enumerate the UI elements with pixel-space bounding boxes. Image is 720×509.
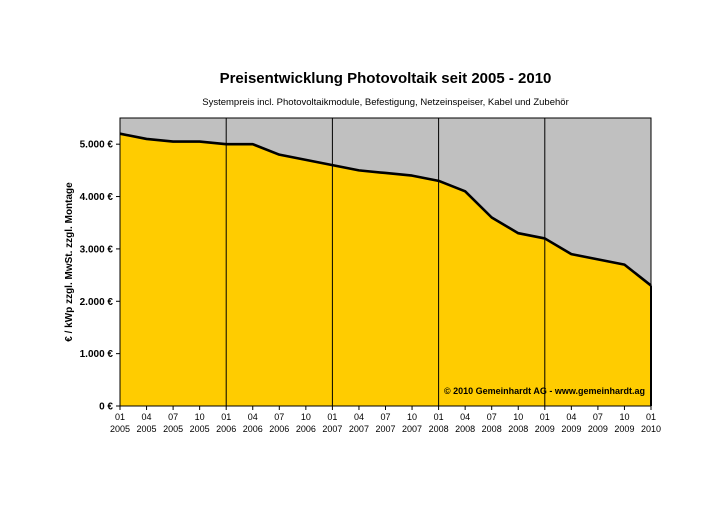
x-tick-label-year: 2009 <box>614 424 634 434</box>
y-axis: 0 € 1.000 € 2.000 € 3.000 € 4.000 € 5.000 € <box>80 140 120 413</box>
x-tick-label-month: 01 <box>646 412 656 422</box>
x-tick-label-month: 07 <box>274 412 284 422</box>
x-tick-label-month: 07 <box>380 412 390 422</box>
x-tick-label-year: 2009 <box>561 424 581 434</box>
x-tick-label-year: 2005 <box>190 424 210 434</box>
x-tick-label-year: 2006 <box>216 424 236 434</box>
y-tick-label: 2.000 € <box>80 297 114 308</box>
x-tick-label-year: 2005 <box>163 424 183 434</box>
y-tick-label: 3.000 € <box>80 244 114 255</box>
x-tick-label-month: 10 <box>513 412 523 422</box>
x-tick-label-month: 10 <box>301 412 311 422</box>
x-tick-label-year: 2005 <box>110 424 130 434</box>
chart-title: Preisentwicklung Photovoltaik seit 2005 … <box>219 70 552 87</box>
x-tick-label-month: 01 <box>434 412 444 422</box>
x-tick-label-month: 04 <box>460 412 470 422</box>
x-tick-label-month: 04 <box>248 412 258 422</box>
year-separator-layer <box>225 118 546 406</box>
x-tick-label-year: 2008 <box>455 424 475 434</box>
x-tick-label-month: 07 <box>487 412 497 422</box>
x-tick-label-year: 2006 <box>243 424 263 434</box>
area-layer <box>120 133 651 406</box>
y-tick-label: 0 € <box>99 402 113 413</box>
x-tick-label-month: 04 <box>142 412 152 422</box>
x-tick-label-year: 2007 <box>375 424 395 434</box>
y-tick-label: 4.000 € <box>80 192 114 203</box>
x-tick-label-month: 04 <box>354 412 364 422</box>
series-area <box>120 133 651 406</box>
x-tick-label-year: 2007 <box>402 424 422 434</box>
x-tick-label-month: 10 <box>195 412 205 422</box>
x-tick-label-month: 01 <box>327 412 337 422</box>
x-tick-label-month: 10 <box>619 412 629 422</box>
x-tick-label-month: 07 <box>593 412 603 422</box>
x-tick-label-year: 2009 <box>535 424 555 434</box>
y-tick-label: 1.000 € <box>80 349 114 360</box>
x-tick-label-month: 01 <box>221 412 231 422</box>
x-tick-label-year: 2007 <box>322 424 342 434</box>
x-tick-label-month: 07 <box>168 412 178 422</box>
x-tick-label-year: 2008 <box>429 424 449 434</box>
x-tick-label-month: 10 <box>407 412 417 422</box>
x-tick-label-year: 2007 <box>349 424 369 434</box>
x-tick-label-year: 2009 <box>588 424 608 434</box>
y-tick-label: 5.000 € <box>80 140 114 151</box>
x-axis: 01 2005 04 2005 07 2005 10 2005 01 2006 04 2006 07 20… <box>110 406 661 434</box>
y-axis-label: € / kWp zzgl. MwSt. zzgl. Montage <box>64 182 75 342</box>
x-tick-label-year: 2005 <box>137 424 157 434</box>
chart-subtitle: Systempreis incl. Photovoltaikmodule, Be… <box>202 97 569 108</box>
x-tick-label-year: 2008 <box>482 424 502 434</box>
x-tick-label-year: 2010 <box>641 424 661 434</box>
x-tick-label-year: 2006 <box>296 424 316 434</box>
x-tick-label-month: 04 <box>566 412 576 422</box>
series-line <box>119 132 652 287</box>
x-tick-label-year: 2008 <box>508 424 528 434</box>
x-tick-label-month: 01 <box>540 412 550 422</box>
x-tick-label-year: 2006 <box>269 424 289 434</box>
x-tick-label-month: 01 <box>115 412 125 422</box>
copyright-annotation: © 2010 Gemeinhardt AG - www.gemeinhardt.… <box>444 386 645 396</box>
